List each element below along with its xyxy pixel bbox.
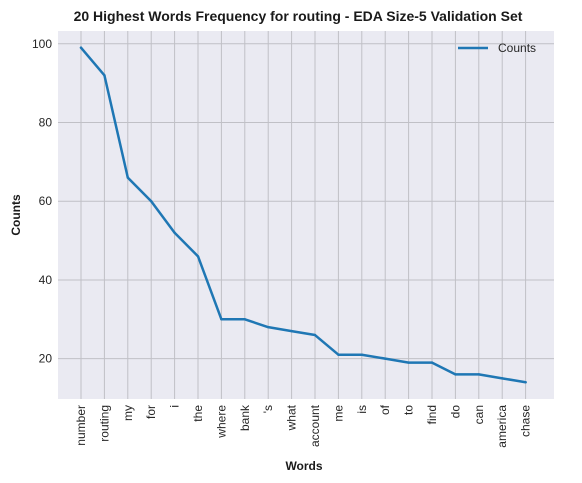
data-point bbox=[454, 373, 457, 376]
plot-area bbox=[58, 31, 554, 399]
x-tick-label: is bbox=[355, 405, 369, 414]
data-point bbox=[79, 46, 83, 49]
data-point bbox=[103, 74, 106, 77]
data-point bbox=[243, 318, 246, 321]
data-point bbox=[384, 357, 387, 360]
y-tick-label: 100 bbox=[32, 37, 52, 51]
x-tick-label: me bbox=[331, 405, 345, 422]
x-tick-label: to bbox=[402, 405, 416, 415]
data-point bbox=[196, 255, 200, 258]
x-tick-label: of bbox=[378, 404, 392, 415]
legend-label-counts: Counts bbox=[498, 41, 536, 55]
x-tick-label: i bbox=[168, 405, 182, 408]
data-point bbox=[126, 176, 129, 179]
y-tick-label: 80 bbox=[39, 116, 53, 130]
x-axis-label: Words bbox=[285, 459, 322, 473]
data-point bbox=[501, 377, 504, 380]
data-point bbox=[430, 361, 434, 364]
x-tick-label: can bbox=[472, 405, 486, 424]
x-tick-label: my bbox=[121, 405, 135, 421]
x-tick-label: what bbox=[285, 404, 299, 431]
data-point bbox=[290, 329, 293, 333]
data-point bbox=[150, 200, 153, 203]
y-tick-label: 20 bbox=[39, 352, 53, 366]
data-point bbox=[477, 373, 480, 376]
data-point bbox=[337, 353, 340, 356]
x-tick-label: 's bbox=[261, 405, 275, 413]
data-point bbox=[313, 333, 317, 337]
series-line-counts bbox=[79, 46, 527, 384]
series-layer bbox=[79, 46, 527, 384]
x-tick-label: account bbox=[308, 404, 322, 447]
x-tick-label: find bbox=[425, 405, 439, 424]
x-tick-label: the bbox=[191, 405, 205, 422]
data-point bbox=[524, 381, 527, 384]
y-axis-label: Counts bbox=[9, 194, 23, 236]
y-tick-label: 40 bbox=[39, 273, 53, 287]
x-tick-label: do bbox=[448, 405, 462, 419]
data-point bbox=[173, 231, 176, 234]
x-tick-label: routing bbox=[97, 405, 111, 442]
x-tick-label: for bbox=[144, 405, 158, 419]
x-tick-label: chase bbox=[519, 405, 533, 437]
data-point bbox=[360, 353, 363, 356]
x-tick-label: bank bbox=[238, 404, 252, 431]
data-point bbox=[267, 325, 270, 329]
data-point bbox=[220, 318, 223, 321]
y-tick-labels: 20 40 60 80 100 bbox=[32, 37, 52, 366]
legend: Counts bbox=[458, 41, 536, 55]
x-tick-labels: number routing my for i the where bank 's what acc… bbox=[74, 404, 533, 448]
y-tick-label: 60 bbox=[39, 194, 53, 208]
x-tick-label: america bbox=[495, 405, 509, 448]
x-tick-label: where bbox=[214, 405, 228, 439]
x-tick-label: number bbox=[74, 405, 88, 446]
grid-lines bbox=[58, 31, 554, 399]
data-point bbox=[407, 361, 410, 364]
chart-title: 20 Highest Words Frequency for routing -… bbox=[74, 8, 523, 24]
